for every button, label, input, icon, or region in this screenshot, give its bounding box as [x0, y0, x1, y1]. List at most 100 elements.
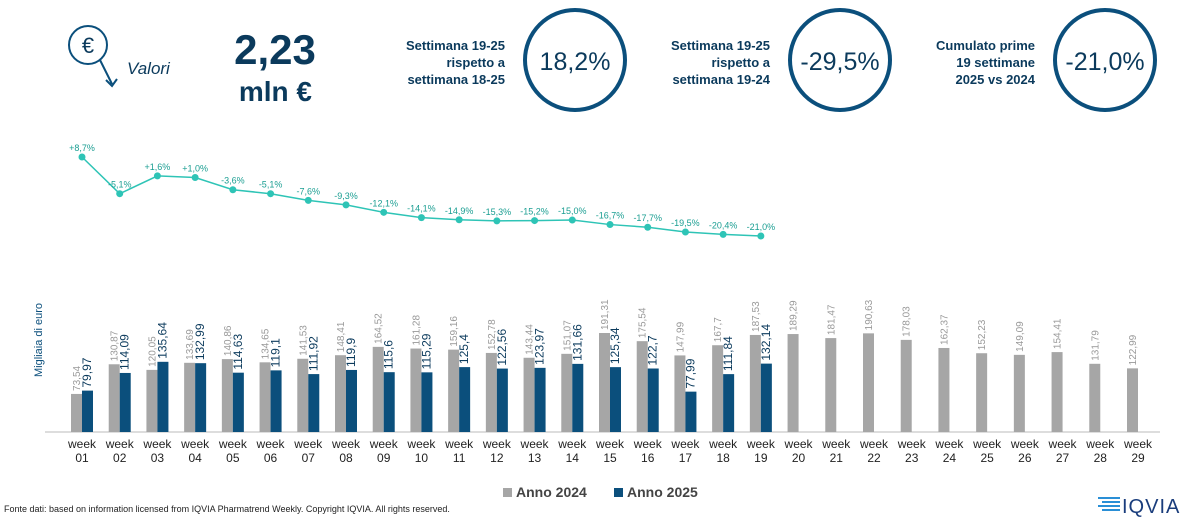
bar-label: 161,28: [411, 315, 422, 346]
bar-label: 134,65: [261, 328, 272, 359]
x-tick-label: week 07: [294, 437, 323, 465]
kpi-text: rispetto a: [711, 55, 770, 70]
bar: [270, 370, 282, 432]
bar: [157, 361, 169, 432]
legend-swatch: [503, 488, 512, 497]
bar: [787, 334, 799, 432]
bar-label: 141,53: [298, 325, 309, 356]
bar-label: 132,99: [193, 323, 207, 360]
bar: [749, 334, 761, 432]
bar-label: 119,1: [269, 338, 283, 367]
bar-label: 149,09: [1015, 321, 1026, 352]
line-label: +1,0%: [182, 163, 208, 173]
line-point: [681, 228, 689, 236]
line-point: [116, 190, 124, 198]
bar: [825, 338, 837, 432]
x-tick-label: week 24: [935, 437, 964, 465]
icon-arrow: [99, 59, 118, 88]
x-tick-label: week 13: [520, 437, 549, 465]
kpi-text: Settimana 19-25: [406, 38, 505, 53]
bar-label: 130,87: [110, 330, 121, 361]
x-tick-label: week 10: [407, 437, 436, 465]
line-point: [229, 186, 237, 194]
bar-label: 111,92: [306, 336, 320, 371]
bar: [938, 347, 950, 432]
bar: [599, 333, 610, 432]
bar-label: 143,44: [525, 324, 536, 355]
bar: [82, 390, 93, 432]
line-point: [493, 217, 501, 225]
x-tick-label: week 12: [482, 437, 511, 465]
bar-label: 131,79: [1090, 330, 1101, 361]
line-label: -7,6%: [297, 186, 321, 196]
line-point: [606, 221, 614, 229]
line-label: -19,5%: [671, 218, 700, 228]
line-point: [644, 223, 652, 231]
x-tick-label: week 25: [973, 437, 1002, 465]
bar: [900, 339, 912, 432]
x-tick-label: week 14: [558, 437, 587, 465]
bar-label: 189,29: [789, 300, 800, 331]
header-unit: mln €: [239, 76, 313, 107]
line-point: [568, 216, 576, 224]
bar-label: 114,63: [231, 334, 245, 370]
bar-label: 73,54: [72, 365, 83, 390]
x-tick-label: week 29: [1123, 437, 1152, 465]
bar: [674, 355, 686, 432]
bar: [335, 355, 346, 432]
x-tick-label: week 22: [859, 437, 888, 465]
legend-label: Anno 2024: [516, 484, 587, 500]
bar: [108, 364, 120, 432]
bar: [496, 368, 508, 432]
bar: [308, 374, 320, 432]
bar-label: 152,78: [487, 319, 498, 350]
bar: [221, 359, 233, 432]
bar-label: 122,7: [646, 335, 660, 365]
x-tick-label: week 01: [67, 437, 96, 465]
bar: [232, 372, 244, 432]
line-label: -16,7%: [596, 211, 625, 221]
bar-label: 159,16: [449, 316, 460, 347]
bar: [195, 363, 207, 432]
legend-label: Anno 2025: [627, 484, 698, 500]
bar: [523, 357, 535, 432]
bar-label: 140,86: [223, 325, 234, 356]
bar: [459, 367, 471, 432]
bar: [723, 374, 735, 432]
bar: [485, 352, 497, 432]
kpi-value: -21,0%: [1065, 48, 1144, 76]
kpi-text: rispetto a: [446, 55, 505, 70]
line-label: -15,3%: [483, 207, 512, 217]
bar-label: 132,14: [759, 324, 773, 361]
bar: [647, 368, 659, 432]
line-label: -17,7%: [633, 213, 662, 223]
kpi-text: 2025 vs 2024: [955, 72, 1035, 87]
bar: [572, 363, 584, 432]
bar-label: 122,56: [495, 329, 509, 366]
bar: [410, 348, 422, 432]
bar-label: 122,99: [1128, 334, 1139, 365]
line-label: +1,6%: [145, 162, 171, 172]
bar: [610, 367, 621, 432]
x-tick-label: week 15: [595, 437, 624, 465]
bar-label: 111,84: [721, 336, 735, 371]
line-point: [380, 208, 388, 216]
line-point: [417, 214, 425, 222]
x-tick-label: week 21: [822, 437, 851, 465]
x-tick-label: week 19: [746, 437, 775, 465]
bar: [1013, 354, 1025, 432]
bar: [1051, 352, 1063, 432]
kpi-value: -29,5%: [800, 48, 879, 76]
line-point: [267, 190, 275, 198]
logo-mark: [1098, 497, 1120, 511]
kpi-value: 18,2%: [540, 48, 611, 76]
line-label: -14,9%: [445, 206, 474, 216]
line-point: [78, 153, 86, 161]
bar-label: 133,69: [185, 329, 196, 360]
line-label: -21,0%: [747, 222, 776, 232]
bar: [1089, 363, 1101, 432]
bar: [636, 341, 648, 432]
kpi-circle: [788, 8, 892, 112]
